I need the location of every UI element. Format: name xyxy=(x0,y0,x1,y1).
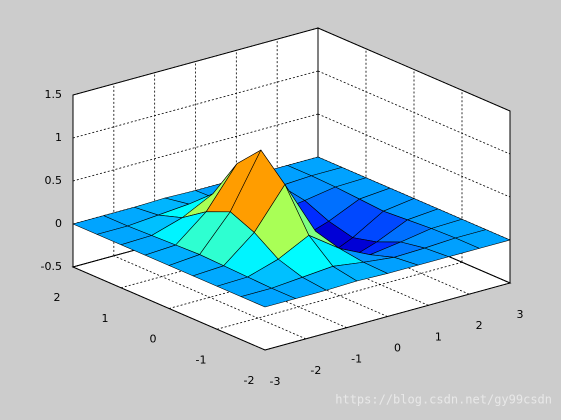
y-tick-label: 1 xyxy=(102,312,109,325)
x-tick-label: -1 xyxy=(351,353,362,366)
x-tick-label: 2 xyxy=(476,319,483,332)
surface-face xyxy=(240,287,296,308)
grid-line xyxy=(317,70,511,155)
z-tick-label: 1.5 xyxy=(45,88,63,101)
grid-line xyxy=(317,113,511,198)
y-tick-label: -1 xyxy=(196,353,207,366)
y-tick-label: -2 xyxy=(244,374,255,387)
grid-line xyxy=(113,255,306,340)
x-tick-label: 0 xyxy=(394,342,401,355)
x-tick-label: 1 xyxy=(435,330,442,343)
y-tick-label: 2 xyxy=(54,291,61,304)
x-tick-label: 3 xyxy=(517,308,524,321)
tick-labels: -3 -2 -1 0 1 2 3 -2 -1 0 1 2 -0.5 0 0.5 1 1.5 xyxy=(41,88,524,388)
z-tick-label: 0.5 xyxy=(45,174,63,187)
surface xyxy=(72,149,511,308)
x-tick-label: -2 xyxy=(310,364,321,377)
x-tick-label: -3 xyxy=(270,375,281,388)
z-tick-label: 1 xyxy=(55,131,62,144)
z-tick-label: 0 xyxy=(55,217,62,230)
y-tick-label: 0 xyxy=(150,333,157,346)
grid-line xyxy=(317,27,511,112)
watermark: https://blog.csdn.net/gy99csdn xyxy=(335,393,552,407)
z-tick-label: -0.5 xyxy=(41,260,62,273)
